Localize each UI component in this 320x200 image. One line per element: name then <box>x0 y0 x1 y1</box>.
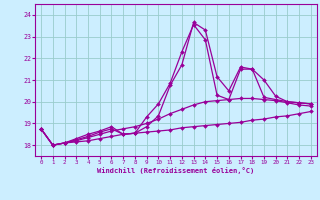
X-axis label: Windchill (Refroidissement éolien,°C): Windchill (Refroidissement éolien,°C) <box>97 167 255 174</box>
